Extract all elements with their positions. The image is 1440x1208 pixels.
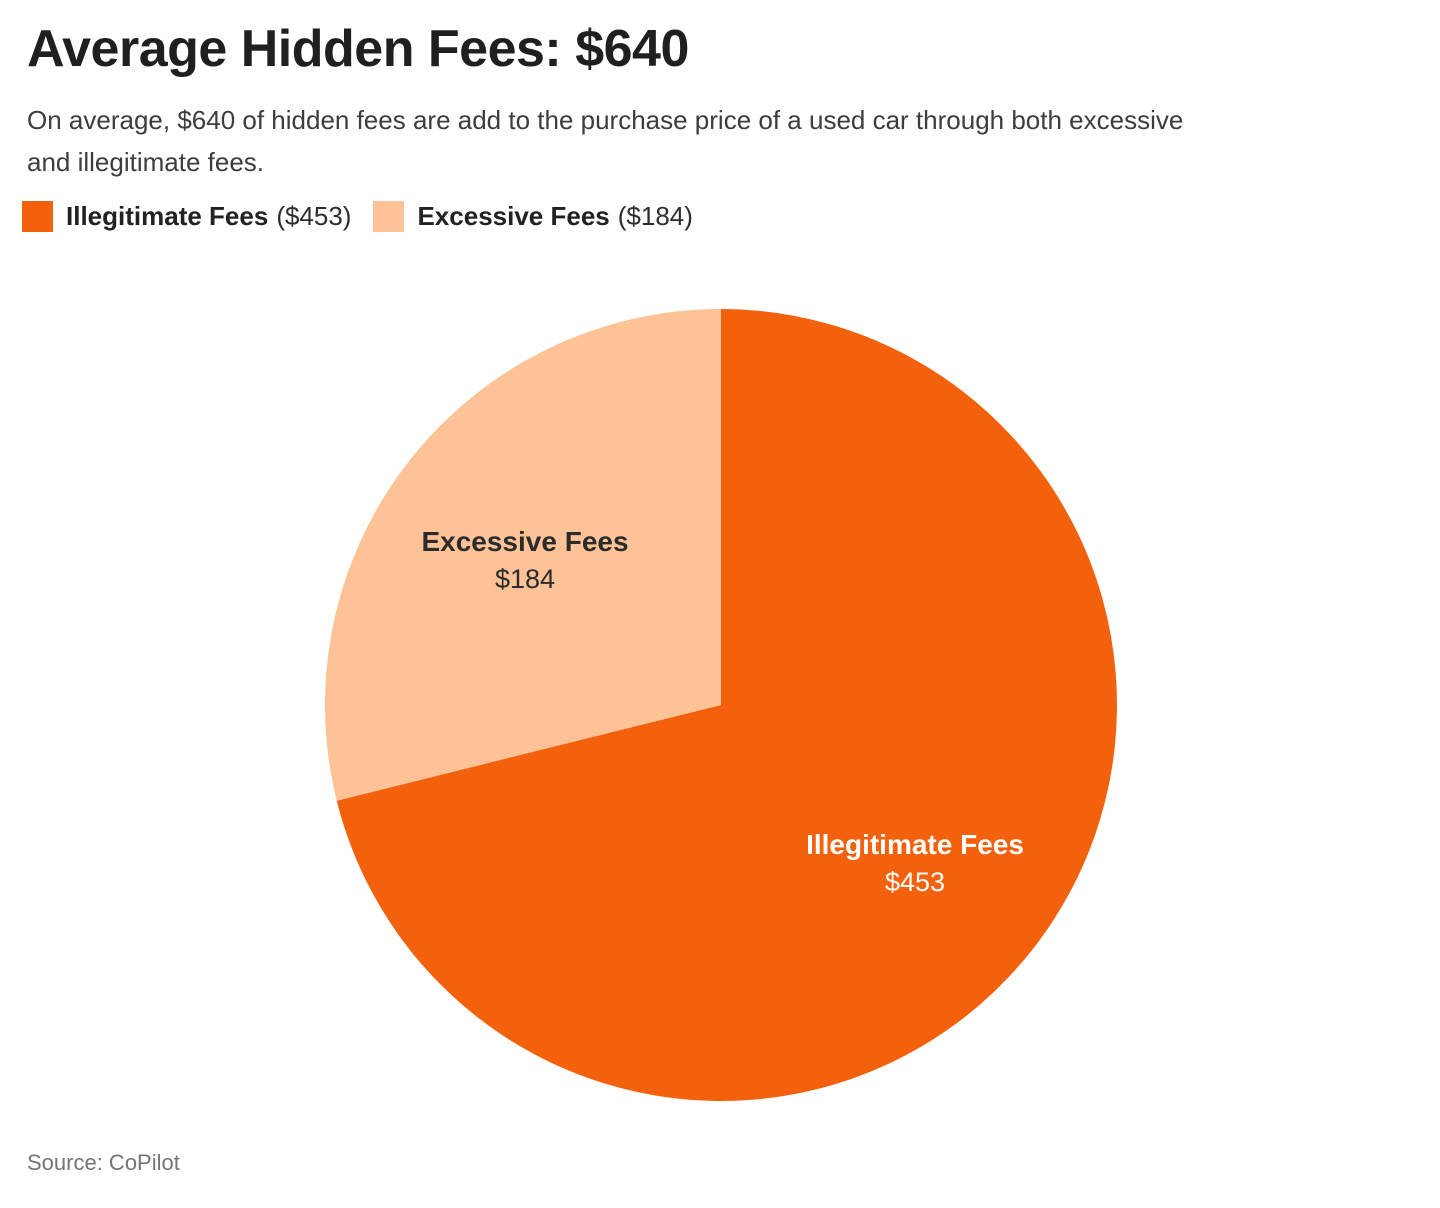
subtitle-line-2: and illegitimate fees. — [27, 146, 265, 177]
slice-label-group-excessive-fees: Excessive Fees $184 — [421, 526, 628, 594]
legend-value: ($453) — [276, 201, 352, 231]
slice-label: Illegitimate Fees — [806, 829, 1024, 860]
legend: Illegitimate Fees ($453) Excessive Fees … — [22, 201, 693, 232]
pie-slice-excessive-fees — [324, 309, 721, 801]
legend-swatch-excessive-fees — [373, 201, 405, 232]
legend-label: Illegitimate Fees — [66, 201, 269, 231]
legend-item-illegitimate-fees: Illegitimate Fees ($453) — [22, 201, 351, 232]
page-title: Average Hidden Fees: $640 — [27, 20, 689, 78]
subtitle-line-1: On average, $640 of hidden fees are add … — [27, 105, 1184, 135]
legend-swatch-illegitimate-fees — [22, 201, 53, 232]
page-subtitle: On average, $640 of hidden fees are add … — [27, 100, 1427, 183]
legend-value: ($184) — [617, 201, 693, 231]
slice-value: $453 — [885, 867, 945, 897]
slice-value: $184 — [495, 564, 555, 594]
legend-item-excessive-fees: Excessive Fees ($184) — [373, 201, 693, 232]
source-credit: Source: CoPilot — [27, 1150, 180, 1175]
slice-label: Excessive Fees — [421, 526, 628, 557]
slice-label-group-illegitimate-fees: Illegitimate Fees $453 — [806, 829, 1024, 897]
legend-label: Excessive Fees — [417, 201, 610, 231]
pie-slice-illegitimate-fees — [336, 309, 1117, 1101]
